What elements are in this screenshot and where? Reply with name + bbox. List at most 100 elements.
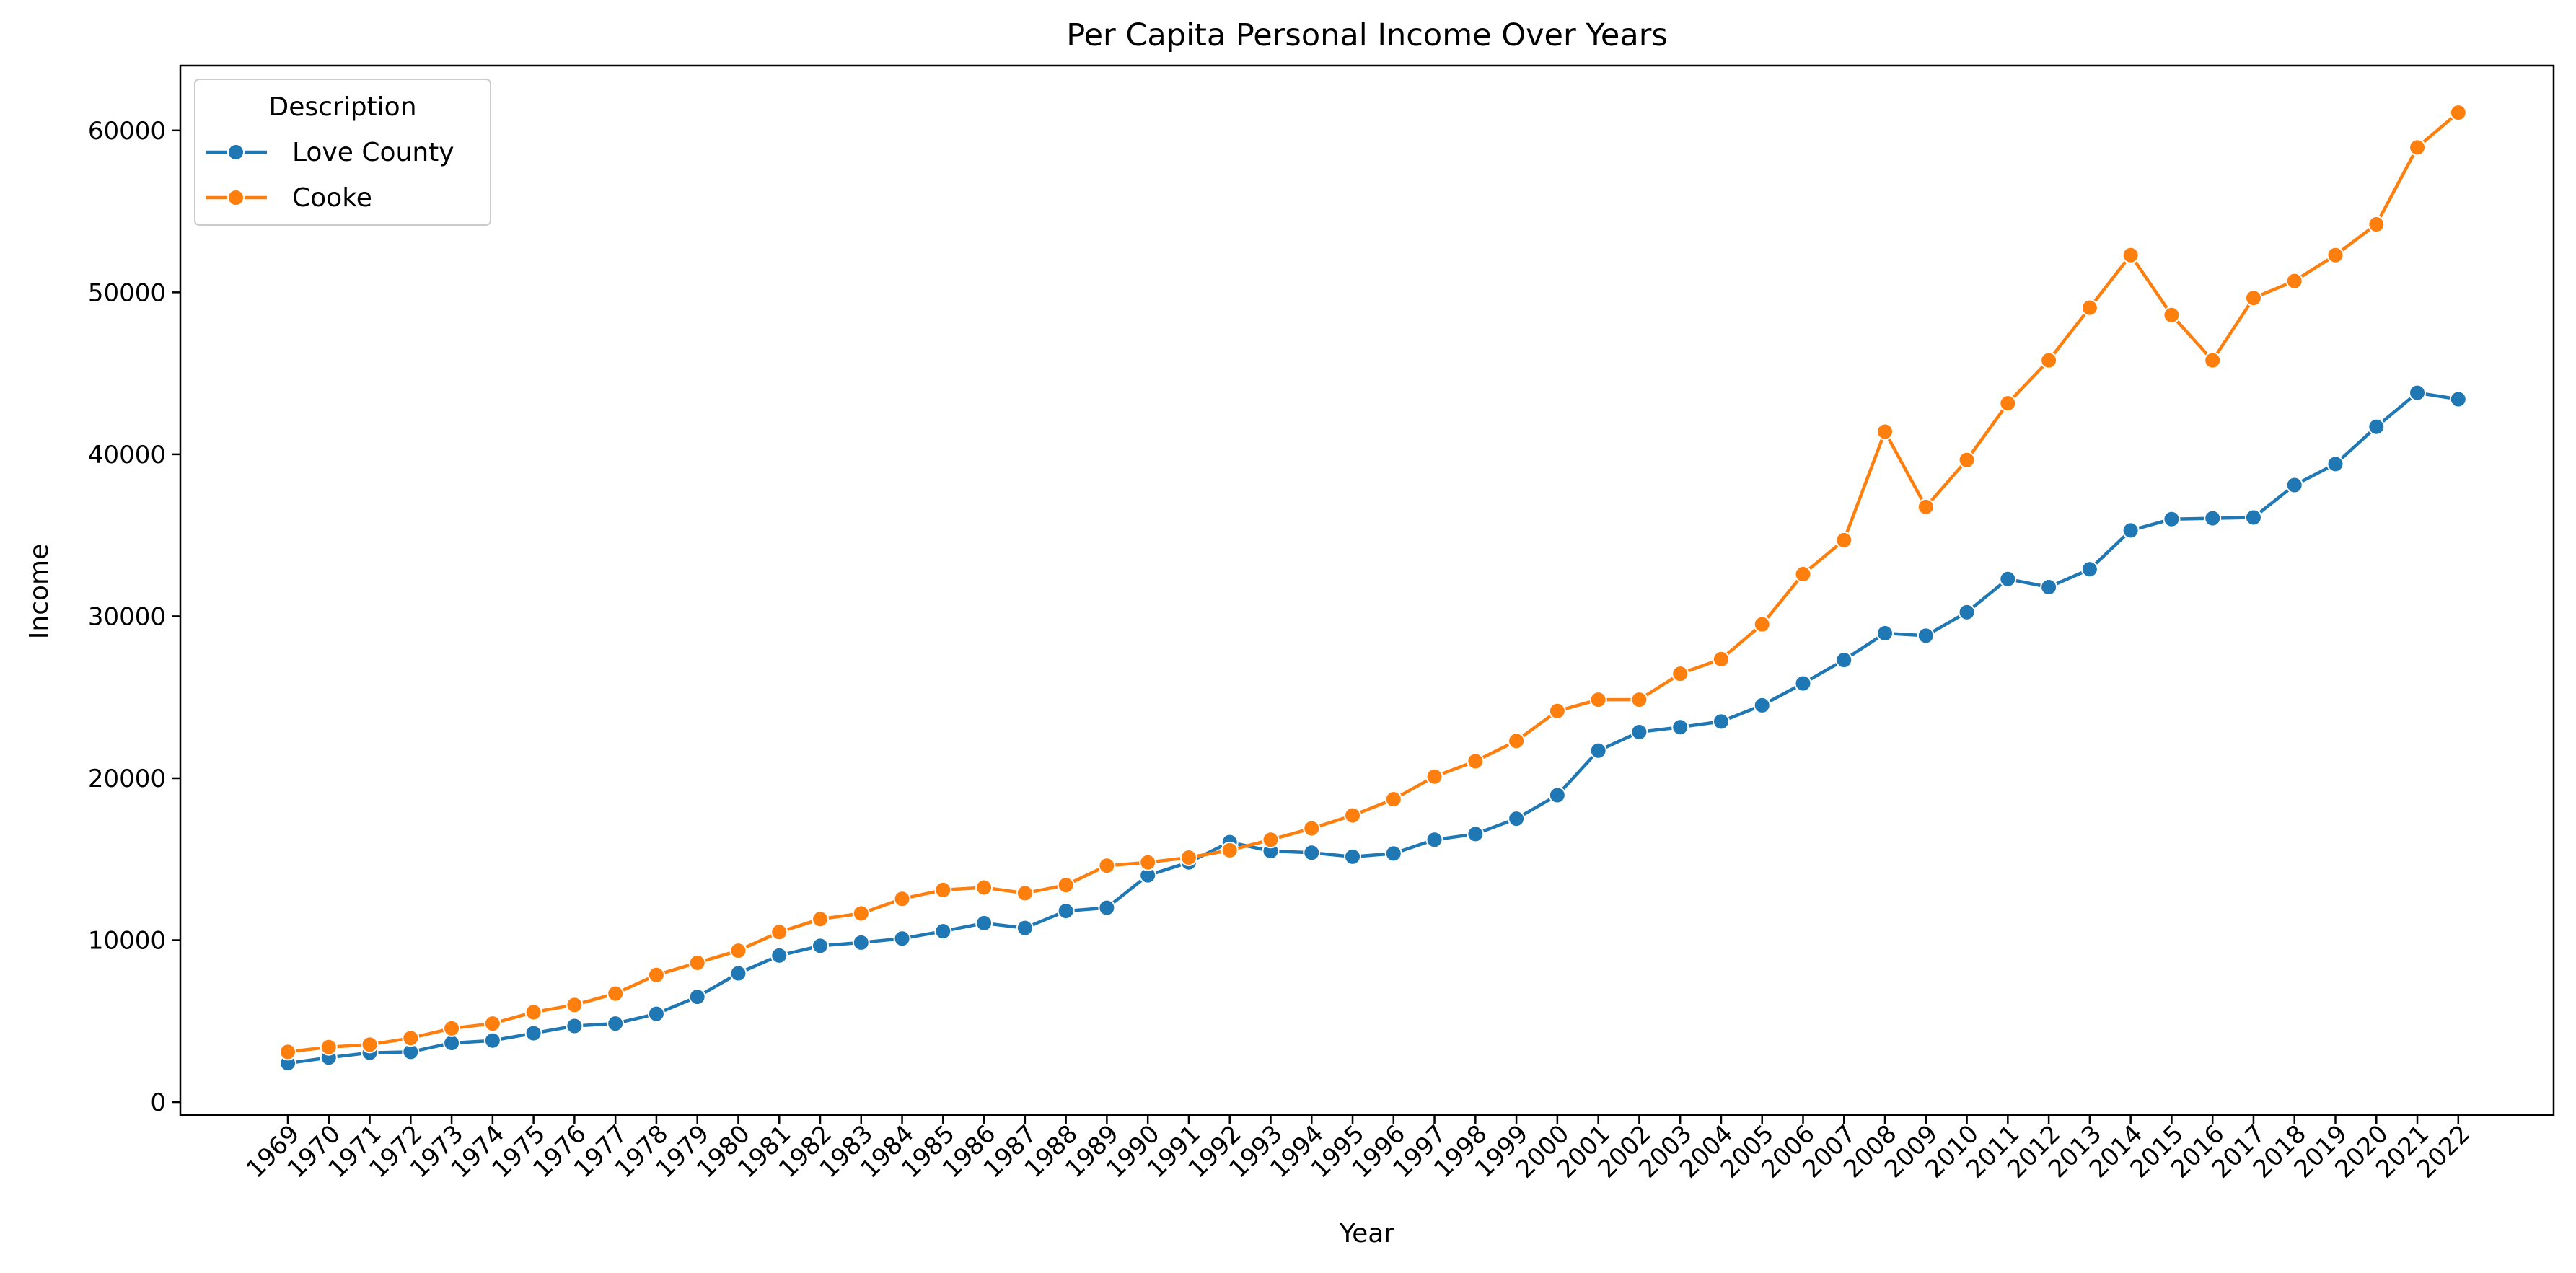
data-point bbox=[1098, 899, 1116, 917]
y-tick-label: 60000 bbox=[88, 117, 166, 146]
data-point bbox=[2080, 560, 2098, 578]
data-point bbox=[524, 1003, 542, 1021]
data-point bbox=[2368, 418, 2386, 436]
legend-marker bbox=[227, 189, 245, 206]
data-point bbox=[1548, 702, 1566, 720]
legend-title: Description bbox=[268, 92, 416, 122]
data-point bbox=[1753, 615, 1771, 633]
data-point bbox=[893, 890, 911, 908]
plot-area-frame bbox=[179, 64, 2555, 1116]
data-point bbox=[1425, 767, 1443, 785]
data-point bbox=[1753, 696, 1771, 714]
data-point bbox=[1958, 603, 1976, 621]
data-point bbox=[443, 1019, 461, 1037]
data-point bbox=[2326, 246, 2344, 264]
data-point bbox=[1508, 810, 1526, 828]
legend-box bbox=[194, 79, 491, 226]
y-tick-label: 0 bbox=[150, 1088, 166, 1117]
data-point bbox=[2122, 521, 2140, 539]
data-point bbox=[1712, 713, 1730, 731]
data-point bbox=[1303, 819, 1321, 837]
data-point bbox=[1630, 723, 1648, 741]
data-point bbox=[852, 904, 870, 922]
data-point bbox=[2409, 138, 2427, 157]
data-point bbox=[1303, 844, 1321, 862]
data-point bbox=[483, 1015, 501, 1033]
y-axis: 0 10000 20000 30000 40000 50000 60000 bbox=[88, 117, 180, 1117]
data-point bbox=[2409, 384, 2427, 402]
x-axis: 1969197019711972197319741975197619771978… bbox=[241, 1115, 2476, 1184]
data-point bbox=[1589, 741, 1607, 759]
data-point bbox=[2204, 351, 2222, 369]
data-point bbox=[893, 930, 911, 948]
y-tick-label: 50000 bbox=[88, 278, 166, 307]
data-point bbox=[934, 922, 952, 941]
data-point bbox=[1630, 691, 1648, 709]
chart-title: Per Capita Personal Income Over Years bbox=[1066, 17, 1668, 53]
data-point bbox=[1057, 902, 1075, 920]
data-point bbox=[1876, 423, 1894, 441]
data-point bbox=[1384, 845, 1402, 863]
data-point bbox=[852, 933, 870, 951]
data-point bbox=[1548, 786, 1566, 804]
data-point bbox=[1917, 627, 1935, 645]
data-point bbox=[1384, 790, 1402, 809]
legend-label: Love County bbox=[292, 138, 454, 167]
data-point bbox=[1835, 531, 1853, 549]
data-point bbox=[729, 964, 747, 982]
data-point bbox=[1671, 665, 1689, 683]
data-point bbox=[1958, 451, 1976, 469]
data-point bbox=[1508, 732, 1526, 750]
data-point bbox=[1221, 841, 1239, 859]
data-point bbox=[2449, 104, 2467, 122]
data-point bbox=[1425, 831, 1443, 849]
data-point bbox=[688, 953, 706, 972]
data-point bbox=[729, 942, 747, 960]
data-point bbox=[1794, 565, 1812, 583]
legend-item: Love County bbox=[206, 138, 454, 167]
y-axis-title: Income bbox=[25, 544, 54, 639]
data-point bbox=[2080, 299, 2098, 317]
data-point bbox=[2368, 216, 2386, 234]
data-point bbox=[402, 1029, 420, 1047]
data-point bbox=[483, 1031, 501, 1049]
data-point bbox=[1344, 806, 1362, 824]
data-point bbox=[2244, 289, 2262, 307]
data-point bbox=[2040, 351, 2058, 369]
series-cooke bbox=[279, 104, 2467, 1061]
data-point bbox=[2163, 306, 2181, 324]
data-point bbox=[647, 966, 665, 984]
data-point bbox=[770, 923, 788, 941]
data-point bbox=[566, 996, 584, 1014]
series-line bbox=[287, 391, 2459, 1065]
data-point bbox=[524, 1024, 542, 1042]
data-point bbox=[607, 985, 625, 1003]
data-point bbox=[1344, 847, 1362, 865]
data-point bbox=[2204, 509, 2222, 527]
data-point bbox=[975, 914, 993, 932]
data-point bbox=[2326, 455, 2344, 473]
data-point bbox=[975, 878, 993, 897]
data-point bbox=[2244, 508, 2262, 527]
legend-item: Cooke bbox=[206, 183, 372, 213]
legend-items: Love County Cooke bbox=[206, 138, 454, 213]
data-point bbox=[279, 1043, 296, 1061]
data-point bbox=[1467, 825, 1485, 843]
data-point bbox=[2285, 476, 2303, 494]
x-axis-title: Year bbox=[1339, 1219, 1394, 1248]
y-tick-label: 40000 bbox=[88, 441, 166, 470]
data-point bbox=[647, 1005, 665, 1023]
data-point bbox=[934, 881, 952, 899]
data-point bbox=[1262, 831, 1280, 849]
data-point bbox=[320, 1038, 338, 1056]
data-point bbox=[361, 1036, 379, 1054]
data-point bbox=[1794, 674, 1812, 692]
data-point bbox=[2285, 272, 2303, 290]
data-point bbox=[1671, 718, 1689, 736]
data-point bbox=[1467, 752, 1485, 770]
data-point bbox=[1139, 853, 1157, 871]
data-point bbox=[1016, 884, 1034, 902]
data-point bbox=[1917, 498, 1935, 516]
data-point bbox=[2163, 510, 2181, 528]
